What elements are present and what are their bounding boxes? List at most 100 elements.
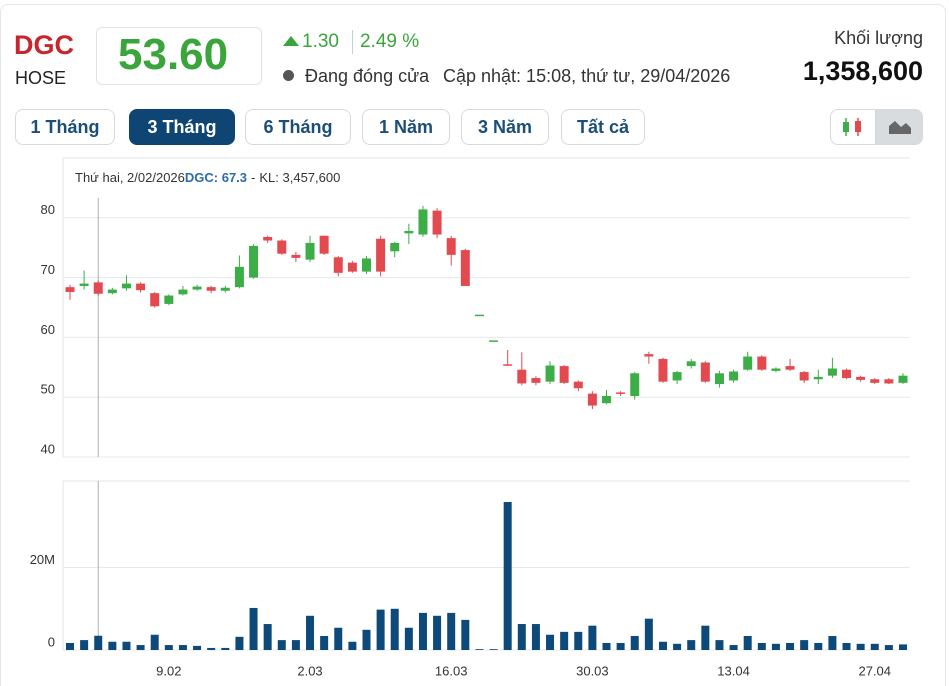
candle-body [785,366,795,370]
candle-body [460,250,470,286]
candle-body [658,358,668,382]
candle-body [729,371,739,381]
volume-bar [136,645,145,650]
period-button[interactable]: 1 Năm [362,109,450,145]
hover-date: Thứ hai, 2/02/2026 [75,170,185,185]
candle-body [305,242,315,260]
volume-bar [390,608,399,650]
candle-body [813,376,823,380]
candle-body [870,379,880,383]
y-tick-label: 50 [41,382,55,397]
candle-body [65,287,75,292]
volume-bar [207,647,216,650]
ticker: DGC [14,30,74,60]
status-dot [283,70,294,81]
candle-body [827,368,837,376]
volume-bar [687,640,696,650]
candle-body [150,293,160,307]
period-button[interactable]: Tất cả [561,109,645,145]
candle-body [178,289,188,295]
candle-body [799,372,809,381]
volume-bar [249,607,258,650]
volume-bar [94,635,103,650]
volume-bar [701,625,710,650]
period-button[interactable]: 3 Tháng [129,109,235,145]
volume-tick-label: 20M [30,552,55,567]
volume-bar [729,645,738,650]
volume-bar [870,643,879,650]
volume-bar [616,642,625,650]
candle-body [743,356,753,370]
hover-label: Thứ hai, 2/02/2026DGC: 67.3- KL: 3,457,60… [75,170,340,185]
area-icon [889,121,911,134]
volume-bar [786,642,795,650]
x-tick-label: 27.04 [858,663,891,678]
area-toggle[interactable] [876,109,923,145]
candle-body [79,283,89,286]
change: 1.30 [302,31,339,52]
volume-bar [178,645,187,650]
candle-body [121,283,131,289]
candle-body [517,369,527,384]
volume-bar [517,624,526,650]
x-tick-label: 2.03 [297,663,322,678]
period-button[interactable]: 6 Tháng [245,109,351,145]
volume-bar [221,647,230,650]
candle-icon [843,118,861,136]
exchange: HOSE [15,68,67,88]
volume-bar [743,635,752,650]
volume-bar [362,629,371,650]
x-tick-label: 16.03 [435,663,468,678]
candle-body [686,361,696,367]
y-tick-label: 40 [41,441,55,456]
candle-body [700,362,710,382]
candle-body [644,354,654,357]
price-box [96,27,262,85]
volume-bar [503,502,512,650]
candle-body [771,368,781,371]
y-tick-label: 80 [41,202,55,217]
volume: 1,358,600 [802,56,923,86]
volume-bar [320,635,329,650]
period-button[interactable]: 1 Tháng [15,109,115,145]
candle-body [714,373,724,385]
volume-bar [715,640,724,650]
candle-body [291,254,301,258]
volume-bar [673,643,682,650]
candle-body [107,289,117,294]
volume-bar [531,624,540,650]
candle-body [559,366,569,383]
hover-volume: KL: 3,457,600 [259,170,340,185]
candle-toggle[interactable] [830,109,876,145]
candle-body [333,257,343,273]
candle-body [446,238,456,255]
volume-bar [418,612,427,650]
volume-bar [602,642,611,650]
period-button[interactable]: 3 Năm [461,109,549,145]
x-tick-label: 9.02 [156,663,181,678]
candle-body [616,392,626,394]
volume-bar [66,642,74,650]
candle-body [361,258,371,272]
candle-body [474,314,484,317]
candle-body [319,235,329,254]
volume-bar [447,612,456,650]
candle-body [884,379,894,384]
candle-body [757,356,767,370]
candle-body [192,286,202,290]
volume-bar [828,635,837,650]
volume-bar [461,619,470,650]
y-tick-label: 70 [41,262,55,277]
volume-bar [150,634,159,650]
candle-body [347,262,357,272]
volume-bar [475,649,484,650]
candle-body [856,376,866,380]
candle-body [489,340,499,342]
volume-bar [80,640,89,650]
updated: Cập nhật: 15:08, thứ tư, 29/04/2026 [443,66,731,86]
y-tick-label: 60 [41,322,55,337]
volume-bar [291,640,300,650]
volume-bar [108,641,117,650]
volume-bar [404,627,413,650]
